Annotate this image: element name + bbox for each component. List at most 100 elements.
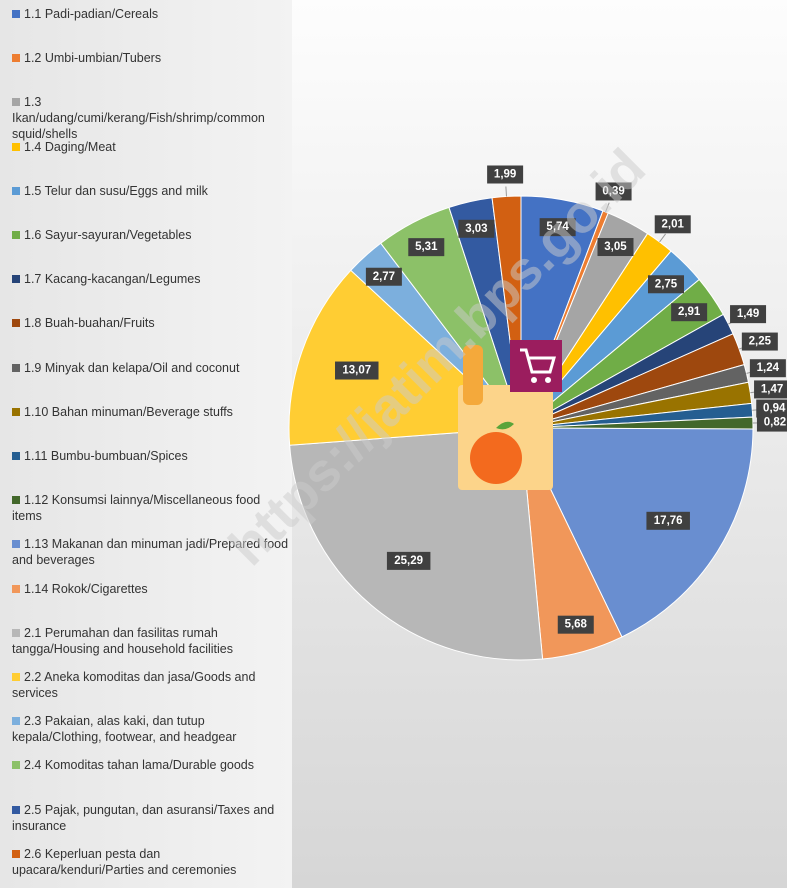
legend-label: 2.2 Aneka komoditas dan jasa/Goods and s… (12, 670, 256, 700)
legend-item: 1.12 Konsumsi lainnya/Miscellaneous food… (12, 492, 290, 524)
data-label-box (754, 380, 787, 399)
data-label: 0,39 (602, 186, 624, 198)
data-label-box (557, 615, 594, 634)
data-label: 3,05 (604, 241, 627, 253)
legend-label: 1.7 Kacang-kacangan/Legumes (24, 272, 201, 287)
legend-swatch (12, 805, 20, 814)
legend-item: 2.6 Keperluan pesta dan upacara/kenduri/… (12, 846, 290, 878)
leader-line (505, 186, 507, 197)
data-label-box (408, 238, 445, 257)
data-label-box (671, 303, 708, 322)
legend-label: 1.11 Bumbu-bumbuan/Spices (24, 449, 188, 463)
legend-swatch (12, 761, 20, 770)
data-label: 1,99 (494, 169, 516, 181)
legend: 1.1 Padi-padian/Cereals 1.2 Umbi-umbian/T… (0, 0, 292, 888)
legend-label: 1.5 Telur dan susu/Eggs and milk (24, 183, 208, 198)
legend-label: 1.3 Ikan/udang/cumi/kerang/Fish/shrimp/c… (12, 95, 265, 142)
data-label-box (539, 218, 576, 237)
legend-swatch (12, 496, 20, 505)
legend-label: 1.10 Bahan minuman/Beverage stuffs (24, 404, 233, 419)
data-label-box (647, 275, 684, 294)
legend-swatch (12, 452, 20, 460)
data-label: 2,91 (678, 306, 701, 318)
legend-swatch (12, 319, 20, 328)
legend-swatch (12, 10, 20, 18)
icon (458, 340, 562, 490)
legend-label: 1.6 Sayur-sayuran/Vegetables (24, 228, 192, 242)
legend-swatch (12, 142, 20, 151)
legend-label: 2.3 Pakaian, alas kaki, dan tutup kepala… (12, 714, 237, 745)
data-label-box (487, 165, 524, 184)
data-label-box (741, 332, 778, 351)
legend-label: 1.14 Rokok/Cigarettes (24, 581, 148, 596)
legend-item: 1.9 Minyak dan kelapa/Oil and coconut (12, 360, 290, 376)
legend-swatch (12, 540, 20, 549)
legend-swatch (12, 231, 20, 239)
data-label: 1,24 (757, 362, 780, 374)
data-label-box (458, 219, 495, 238)
data-label: 2,75 (655, 278, 678, 290)
data-label: 0,82 (764, 417, 786, 429)
legend-label: 2.1 Perumahan dan fasilitas rumah tangga… (12, 625, 233, 656)
legend-item: 1.5 Telur dan susu/Eggs and milk (12, 183, 290, 199)
legend-item: 1.6 Sayur-sayuran/Vegetables (12, 227, 290, 243)
legend-item: 2.5 Pajak, pungutan, dan asuransi/Taxes … (12, 802, 290, 834)
legend-swatch (12, 54, 20, 63)
legend-label: 1.4 Daging/Meat (24, 139, 116, 154)
leader-line (659, 233, 666, 243)
legend-item: 2.2 Aneka komoditas dan jasa/Goods and s… (12, 669, 290, 701)
legend-swatch (12, 363, 20, 372)
data-label: 2,25 (749, 336, 772, 348)
data-label-box (365, 267, 402, 286)
data-label-box (749, 359, 786, 378)
legend-label: 2.6 Keperluan pesta dan upacara/kenduri/… (12, 846, 237, 877)
legend-item: 1.4 Daging/Meat (12, 139, 290, 155)
data-label-box (597, 238, 634, 257)
legend-swatch (12, 584, 20, 593)
data-label-box (335, 361, 379, 380)
legend-label: 1.8 Buah-buahan/Fruits (24, 316, 155, 331)
data-label: 5,74 (546, 221, 569, 233)
data-label-box (646, 511, 690, 530)
data-label: 5,31 (415, 241, 438, 253)
data-label: 1,49 (737, 308, 759, 320)
legend-item: 1.13 Makanan dan minuman jadi/Prepared f… (12, 536, 290, 568)
legend-item: 1.8 Buah-buahan/Fruits (12, 315, 290, 331)
data-label: 25,29 (394, 555, 423, 567)
legend-swatch (12, 849, 20, 858)
data-label: 2,77 (373, 271, 395, 283)
data-label-box (756, 399, 787, 418)
legend-item: 2.4 Komoditas tahan lama/Durable goods (12, 757, 290, 773)
leader-line (605, 202, 610, 213)
legend-item: 2.3 Pakaian, alas kaki, dan tutup kepala… (12, 713, 290, 745)
data-label: 0,94 (763, 403, 786, 415)
legend-item: 1.3 Ikan/udang/cumi/kerang/Fish/shrimp/c… (12, 94, 290, 142)
legend-item: 1.10 Bahan minuman/Beverage stuffs (12, 404, 290, 420)
data-label-box (654, 215, 691, 234)
legend-label: 1.1 Padi-padian/Cereals (24, 7, 159, 21)
legend-swatch (12, 673, 20, 681)
legend-item: 1.11 Bumbu-bumbuan/Spices (12, 448, 290, 464)
legend-label: 1.9 Minyak dan kelapa/Oil and coconut (24, 360, 240, 375)
data-label: 3,03 (465, 223, 487, 235)
legend-swatch (12, 186, 20, 195)
data-label: 5,68 (565, 619, 588, 631)
data-label-box (386, 551, 431, 570)
pie-slice (520, 427, 754, 638)
legend-item: 2.1 Perumahan dan fasilitas rumah tangga… (12, 625, 290, 657)
data-label: 17,76 (654, 515, 683, 527)
data-label-box (756, 413, 787, 432)
legend-label: 2.4 Komoditas tahan lama/Durable goods (24, 758, 255, 773)
data-label-box (730, 305, 767, 324)
legend-item: 1.2 Umbi-umbian/Tubers (12, 50, 290, 66)
legend-label: 2.5 Pajak, pungutan, dan asuransi/Taxes … (12, 802, 275, 833)
legend-item: 1.7 Kacang-kacangan/Legumes (12, 271, 290, 287)
data-label: 2,01 (662, 218, 685, 230)
legend-swatch (12, 628, 20, 637)
legend-swatch (12, 407, 20, 416)
data-label-box (595, 182, 632, 201)
legend-label: 1.12 Konsumsi lainnya/Miscellaneous food… (12, 493, 261, 524)
legend-item: 1.14 Rokok/Cigarettes (12, 581, 290, 597)
